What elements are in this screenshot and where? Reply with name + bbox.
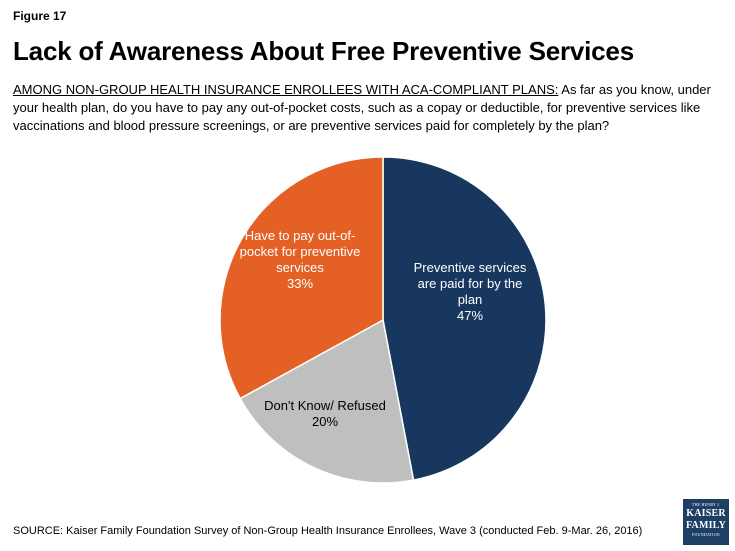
slice-have-to-pay-label: Have to pay out-of-pocket for preventive…: [240, 228, 361, 291]
slice-dont-know-value: 20%: [312, 414, 338, 429]
slice-preventive-paid-label-line: Preventive services: [414, 260, 527, 275]
slice-preventive-paid-label-line: are paid for by the: [418, 276, 523, 291]
slice-dont-know-label-line: Don't Know/ Refused: [264, 398, 386, 413]
slice-preventive-paid-label: Preventive services are paid for by the pl…: [414, 260, 527, 323]
pie-slices: [219, 156, 547, 484]
question-text: As far as you know, under your health pl…: [13, 82, 711, 133]
chart-title: Lack of Awareness About Free Preventive …: [13, 36, 634, 66]
slice-dont-know-label: Don't Know/ Refused 20%: [264, 398, 386, 429]
logo-line2: FAMILY: [685, 520, 727, 531]
logo-bottom-text: FOUNDATION: [692, 532, 720, 537]
slice-preventive-paid-label-line: plan: [458, 292, 483, 307]
question-lead: AMONG NON-GROUP HEALTH INSURANCE ENROLLE…: [13, 82, 559, 97]
slice-have-to-pay-label-line: pocket for preventive: [240, 244, 361, 259]
slice-dont-know: [239, 318, 415, 484]
pie-labels: Preventive services are paid for by the pl…: [240, 228, 527, 429]
figure-label: Figure 17: [13, 9, 67, 23]
slice-preventive-paid-value: 47%: [457, 308, 483, 323]
logo-line1: KAISER: [686, 508, 726, 519]
kff-logo: THE HENRY J. KAISER FAMILY FOUNDATION: [683, 499, 729, 545]
source-note: SOURCE: Kaiser Family Foundation Survey …: [13, 525, 643, 537]
slice-have-to-pay: [219, 156, 384, 400]
survey-question: AMONG NON-GROUP HEALTH INSURANCE ENROLLE…: [13, 81, 713, 135]
slice-have-to-pay-value: 33%: [287, 276, 313, 291]
slice-preventive-paid: [382, 156, 547, 481]
slice-have-to-pay-label-line: services: [276, 260, 324, 275]
logo-top-text: THE HENRY J.: [691, 502, 721, 507]
slice-have-to-pay-label-line: Have to pay out-of-: [245, 228, 356, 243]
